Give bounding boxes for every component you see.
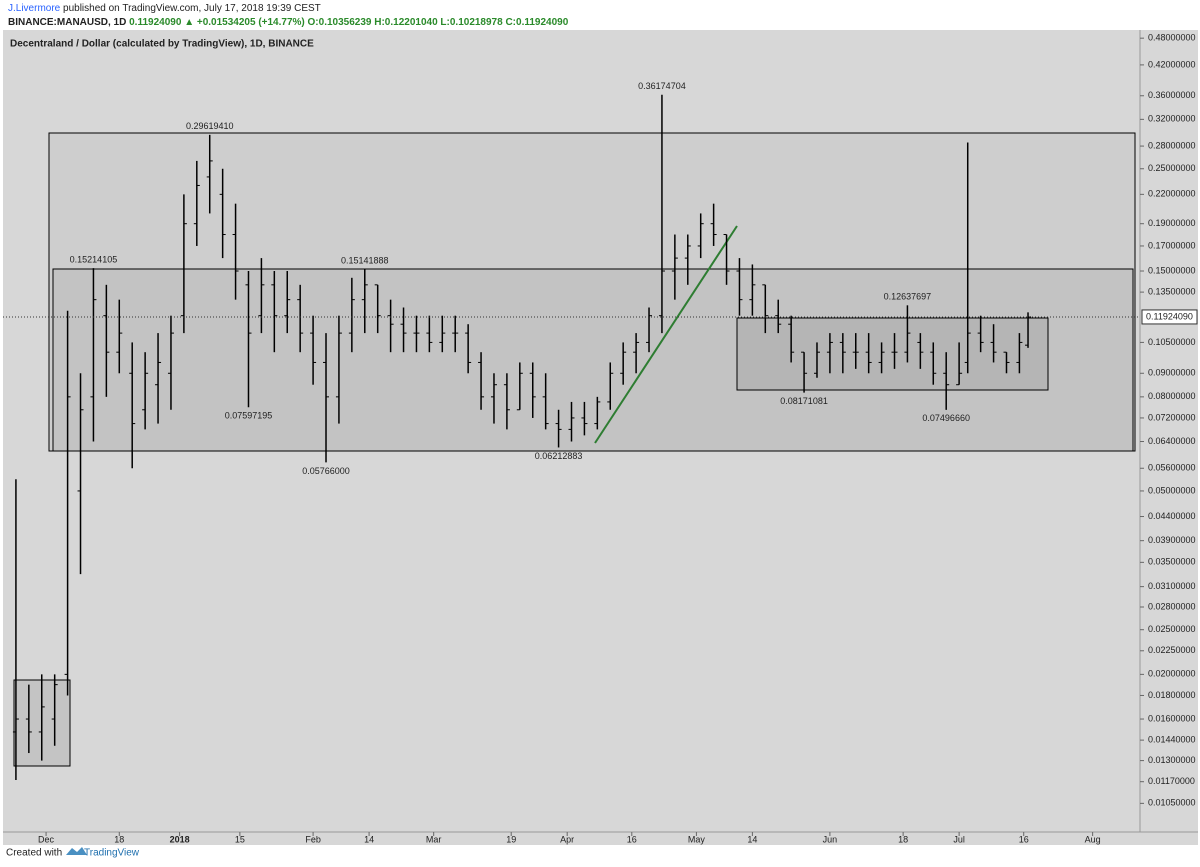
y-tick-label: 0.03100000	[1148, 581, 1196, 591]
author[interactable]: J.Livermore	[8, 3, 61, 14]
y-tick-label: 0.36000000	[1148, 90, 1196, 100]
price-annotation: 0.12637697	[884, 292, 932, 302]
y-tick-label: 0.19000000	[1148, 218, 1196, 228]
y-tick-label: 0.13500000	[1148, 286, 1196, 296]
x-tick-label: 16	[627, 834, 637, 844]
x-tick-label: Dec	[38, 834, 55, 844]
y-tick-label: 0.02000000	[1148, 669, 1196, 679]
price-annotation: 0.15214105	[70, 255, 118, 265]
y-tick-label: 0.01170000	[1148, 776, 1195, 786]
y-tick-label: 0.08000000	[1148, 391, 1196, 401]
y-tick-label: 0.22000000	[1148, 189, 1196, 199]
x-tick-label: May	[688, 834, 706, 844]
y-tick-label: 0.25000000	[1148, 163, 1196, 173]
y-tick-label: 0.10500000	[1148, 337, 1196, 347]
x-tick-label: 15	[235, 834, 245, 844]
y-tick-label: 0.17000000	[1148, 240, 1196, 250]
price-annotation: 0.36174704	[638, 81, 686, 91]
y-tick-label: 0.01440000	[1148, 735, 1196, 745]
y-tick-label: 0.03500000	[1148, 557, 1196, 567]
x-tick-label: 2018	[170, 834, 190, 844]
y-tick-label: 0.03900000	[1148, 535, 1196, 545]
y-tick-label: 0.01800000	[1148, 690, 1196, 700]
x-tick-label: 14	[747, 834, 757, 844]
x-tick-label: Aug	[1085, 834, 1101, 844]
range-box	[736, 317, 1049, 391]
last-price-label: 0.11924090	[1146, 311, 1193, 321]
y-tick-label: 0.02500000	[1148, 624, 1196, 634]
y-tick-label: 0.04400000	[1148, 511, 1196, 521]
y-tick-label: 0.01050000	[1148, 798, 1196, 808]
y-tick-label: 0.05600000	[1148, 463, 1196, 473]
trend-line	[594, 225, 738, 444]
x-tick-label: 16	[1019, 834, 1029, 844]
y-tick-label: 0.15000000	[1148, 265, 1196, 275]
price-annotation: 0.08171081	[780, 396, 828, 406]
last-price-tag	[1141, 309, 1198, 325]
y-tick-label: 0.07200000	[1148, 412, 1196, 422]
y-tick-label: 0.02800000	[1148, 601, 1196, 611]
y-tick-label: 0.48000000	[1148, 33, 1196, 43]
header-line: J.Livermore published on TradingView.com…	[8, 3, 321, 14]
price-annotation: 0.06212883	[535, 451, 583, 461]
x-tick-label: Jul	[953, 834, 965, 844]
y-tick-label: 0.32000000	[1148, 114, 1196, 124]
price-annotation: 0.07496660	[922, 413, 970, 423]
price: 0.11924090	[129, 17, 182, 28]
price-annotation: 0.29619410	[186, 121, 234, 131]
y-tick-label: 0.09000000	[1148, 368, 1196, 378]
y-tick-label: 0.28000000	[1148, 140, 1196, 150]
price-annotation: 0.07597195	[225, 411, 273, 421]
y-tick-label: 0.01600000	[1148, 713, 1196, 723]
ohlc: O:0.10356239 H:0.12201040 L:0.10218978 C…	[308, 17, 569, 28]
x-tick-label: 19	[506, 834, 516, 844]
y-tick-label: 0.01300000	[1148, 755, 1196, 765]
arrow: ▲	[184, 17, 194, 28]
price-annotation: 0.05766000	[302, 466, 350, 476]
footer-created: Created with	[6, 848, 62, 859]
price-annotation: 0.15141888	[341, 256, 389, 266]
y-tick-label: 0.05000000	[1148, 485, 1196, 495]
published: published on TradingView.com, July 17, 2…	[60, 3, 321, 14]
chart-title: Decentraland / Dollar (calculated by Tra…	[10, 39, 314, 50]
logo	[66, 847, 87, 855]
symbol: BINANCE:MANAUSD, 1D	[8, 17, 126, 28]
x-tick-label: 14	[364, 834, 374, 844]
x-tick-label: Apr	[560, 834, 574, 844]
x-tick-label: 18	[114, 834, 124, 844]
x-tick-label: 18	[898, 834, 908, 844]
x-tick-label: Mar	[426, 834, 442, 844]
y-tick-label: 0.42000000	[1148, 59, 1196, 69]
change: +0.01534205 (+14.77%)	[197, 17, 305, 28]
symbol-line: BINANCE:MANAUSD, 1D 0.11924090 ▲ +0.0153…	[8, 17, 569, 28]
y-tick-label: 0.06400000	[1148, 436, 1196, 446]
x-tick-label: Feb	[305, 834, 321, 844]
y-tick-label: 0.02250000	[1148, 645, 1196, 655]
x-tick-label: Jun	[823, 834, 838, 844]
footer-brand[interactable]: TradingView	[84, 848, 140, 859]
